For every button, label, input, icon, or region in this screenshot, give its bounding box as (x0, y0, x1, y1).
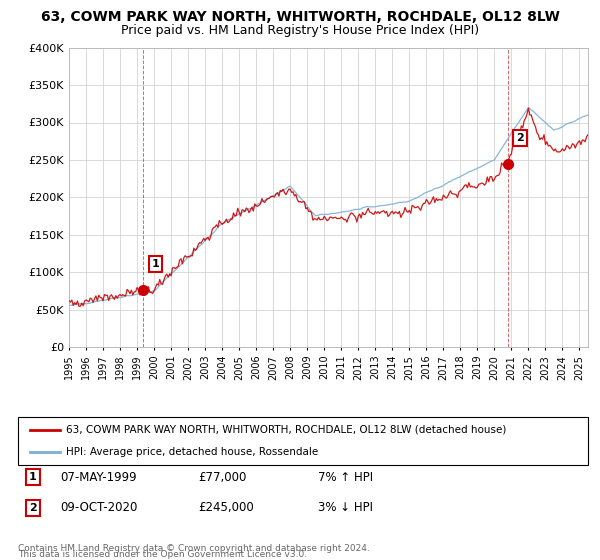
Text: 1: 1 (29, 472, 37, 482)
Text: £245,000: £245,000 (198, 501, 254, 515)
Text: 63, COWM PARK WAY NORTH, WHITWORTH, ROCHDALE, OL12 8LW (detached house): 63, COWM PARK WAY NORTH, WHITWORTH, ROCH… (66, 424, 506, 435)
Text: 63, COWM PARK WAY NORTH, WHITWORTH, ROCHDALE, OL12 8LW: 63, COWM PARK WAY NORTH, WHITWORTH, ROCH… (41, 10, 559, 24)
Text: £77,000: £77,000 (198, 470, 247, 484)
Text: Price paid vs. HM Land Registry's House Price Index (HPI): Price paid vs. HM Land Registry's House … (121, 24, 479, 37)
Text: 09-OCT-2020: 09-OCT-2020 (60, 501, 137, 515)
Text: HPI: Average price, detached house, Rossendale: HPI: Average price, detached house, Ross… (66, 447, 318, 457)
Text: 2: 2 (516, 133, 524, 143)
Text: 3% ↓ HPI: 3% ↓ HPI (318, 501, 373, 515)
Text: 07-MAY-1999: 07-MAY-1999 (60, 470, 137, 484)
Text: This data is licensed under the Open Government Licence v3.0.: This data is licensed under the Open Gov… (18, 550, 307, 559)
Text: 1: 1 (152, 259, 159, 269)
Text: 7% ↑ HPI: 7% ↑ HPI (318, 470, 373, 484)
Text: Contains HM Land Registry data © Crown copyright and database right 2024.: Contains HM Land Registry data © Crown c… (18, 544, 370, 553)
Text: 2: 2 (29, 503, 37, 513)
